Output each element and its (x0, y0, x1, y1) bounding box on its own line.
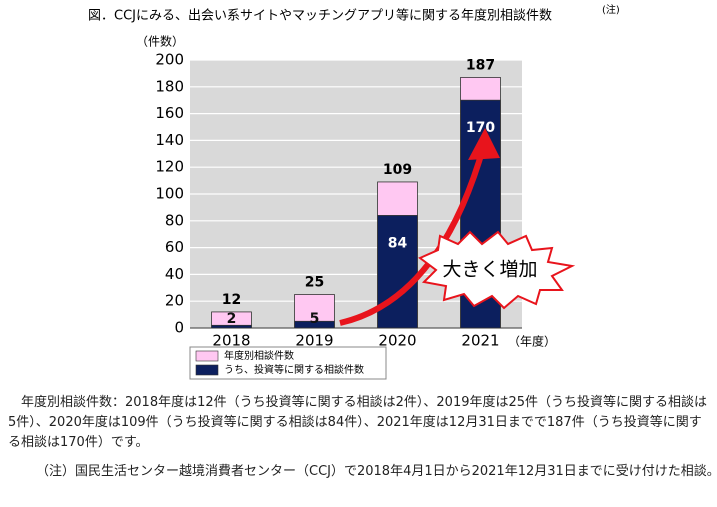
y-axis-label: （件数） (136, 34, 184, 49)
value-label: 109 (383, 162, 412, 178)
value-label: 170 (466, 120, 495, 136)
bar (294, 320, 335, 329)
bar (377, 215, 418, 329)
x-axis-label: （年度） (508, 334, 556, 349)
chart-title: 図．CCJにみる、出会い系サイトやマッチングアプリ等に関する年度別相談件数 (88, 8, 552, 24)
description: 年度別相談件数：2018年度は12件（うち投資等に関する相談は2件）、2019年… (8, 395, 708, 450)
title-note: (注) (602, 3, 620, 16)
y-tick-label: 20 (165, 292, 184, 310)
y-tick-label: 200 (155, 51, 184, 69)
legend-box (189, 346, 387, 380)
value-label: 84 (388, 235, 408, 251)
value-label: 187 (466, 57, 495, 73)
y-tick-label: 100 (155, 185, 184, 203)
y-tick-label: 140 (155, 131, 184, 149)
note: （注）国民生活センター越境消費者センター（CCJ）で2018年4月1日から202… (36, 464, 717, 479)
legend-label: 年度別相談件数 (224, 349, 294, 362)
chart: 図．CCJにみる、出会い系サイトやマッチングアプリ等に関する年度別相談件数 (注… (88, 3, 620, 380)
y-tick-label: 120 (155, 158, 184, 176)
legend-swatch (195, 364, 219, 376)
x-tick-label: 2019 (295, 332, 333, 350)
arrow-head (468, 128, 500, 160)
y-tick-label: 160 (155, 104, 184, 122)
y-tick-label: 0 (174, 319, 184, 337)
y-tick-label: 40 (165, 265, 184, 283)
value-label: 12 (222, 292, 241, 308)
legend-label: うち、投資等に関する相談件数 (224, 363, 364, 376)
arrow (339, 144, 487, 326)
value-label: 5 (310, 311, 320, 327)
starburst (418, 230, 576, 310)
x-tick-label: 2020 (378, 332, 416, 350)
y-tick-label: 180 (155, 77, 184, 95)
bar (211, 324, 252, 329)
annotation: 大きく増加 (442, 259, 537, 281)
x-tick-label: 2018 (212, 332, 250, 350)
legend-swatch (195, 350, 219, 362)
value-label: 2 (227, 311, 237, 327)
y-tick-label: 60 (165, 238, 184, 256)
value-label: 25 (305, 275, 324, 291)
x-tick-label: 2021 (461, 332, 499, 350)
y-tick-label: 80 (165, 211, 184, 229)
